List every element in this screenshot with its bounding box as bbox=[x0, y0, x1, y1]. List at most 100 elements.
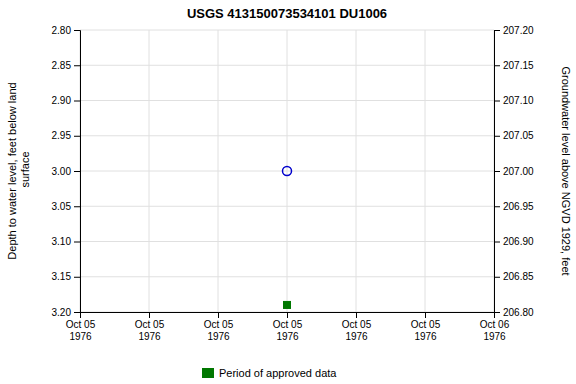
legend-item: Period of approved data bbox=[202, 367, 337, 379]
tick-label: 3.10 bbox=[52, 236, 72, 247]
tick-label: Oct 051976 bbox=[66, 319, 96, 342]
tick-mark bbox=[74, 206, 80, 207]
tick: 2.80 bbox=[52, 25, 80, 36]
legend-label: Period of approved data bbox=[219, 367, 337, 379]
tick-label: 207.10 bbox=[503, 95, 534, 106]
tick-label-line: Oct 05 bbox=[204, 319, 234, 330]
tick-label-line: Oct 05 bbox=[411, 319, 441, 330]
tick-label-line: Oct 05 bbox=[66, 319, 96, 330]
tick: 207.15 bbox=[494, 60, 534, 71]
tick-mark bbox=[74, 312, 80, 313]
tick-label-line: 1976 bbox=[138, 331, 161, 342]
tick: 206.85 bbox=[494, 271, 534, 282]
tick-mark bbox=[74, 277, 80, 278]
tick-label: 206.85 bbox=[503, 271, 534, 282]
tick: 2.85 bbox=[52, 60, 80, 71]
tick: 3.05 bbox=[52, 201, 80, 212]
tick-mark bbox=[494, 277, 500, 278]
tick: Oct 051976 bbox=[135, 312, 165, 342]
plot-area: 2.80 2.85 2.90 2.95 3.00 3.05 3.10 3.15 3.20 206.… bbox=[52, 25, 534, 342]
tick-label: 2.80 bbox=[52, 25, 72, 36]
tick: 207.20 bbox=[494, 25, 534, 36]
series bbox=[284, 301, 291, 308]
legend-swatch bbox=[202, 368, 214, 378]
tick-mark bbox=[74, 65, 80, 66]
grid bbox=[80, 30, 494, 312]
tick-label: 2.95 bbox=[52, 130, 72, 141]
tick: Oct 051976 bbox=[273, 312, 303, 342]
tick-mark bbox=[287, 312, 288, 318]
tick-label: 2.90 bbox=[52, 95, 72, 106]
grid-line-x bbox=[425, 30, 426, 312]
tick-label: Oct 051976 bbox=[204, 319, 234, 342]
tick-label-line: 1976 bbox=[207, 331, 230, 342]
tick: 3.10 bbox=[52, 236, 80, 247]
tick-mark bbox=[74, 242, 80, 243]
axis-label-line: Depth to water level, feet below land bbox=[6, 82, 18, 259]
grid-line-x bbox=[149, 30, 150, 312]
title: USGS 413150073534101 DU1006 bbox=[187, 6, 387, 21]
tick: 2.90 bbox=[52, 95, 80, 106]
tick: Oct 051976 bbox=[204, 312, 234, 342]
tick-label: 206.90 bbox=[503, 236, 534, 247]
tick-label-line: Oct 06 bbox=[480, 319, 510, 330]
tick-mark bbox=[494, 101, 500, 102]
tick: 3.15 bbox=[52, 271, 80, 282]
tick-label: 3.20 bbox=[52, 307, 72, 318]
tick: 206.95 bbox=[494, 201, 534, 212]
y-axis: 2.80 2.85 2.90 2.95 3.00 3.05 3.10 3.15 3.20 bbox=[52, 25, 81, 318]
tick-mark bbox=[218, 312, 219, 318]
tick-label-line: 1976 bbox=[414, 331, 437, 342]
marks bbox=[283, 167, 292, 309]
tick-mark bbox=[74, 101, 80, 102]
axis-label-line: surface bbox=[19, 151, 31, 190]
axis-line bbox=[74, 31, 81, 313]
grid-line-x bbox=[287, 30, 288, 312]
tick: Oct 051976 bbox=[66, 312, 96, 342]
tick-mark bbox=[494, 30, 500, 31]
grid-line-x bbox=[356, 30, 357, 312]
legend: Period of approved data bbox=[202, 367, 337, 379]
point bbox=[284, 301, 291, 308]
tick-label-line: 1976 bbox=[69, 331, 92, 342]
tick-label: 207.00 bbox=[503, 166, 534, 177]
tick-label-line: 1976 bbox=[276, 331, 299, 342]
tick: 207.00 bbox=[494, 166, 534, 177]
tick: 2.95 bbox=[52, 130, 80, 141]
axis-line bbox=[495, 31, 501, 313]
tick-label-line: 1976 bbox=[345, 331, 368, 342]
tick-mark bbox=[149, 312, 150, 318]
tick-label: 207.15 bbox=[503, 60, 534, 71]
tick: Oct 061976 bbox=[480, 312, 510, 342]
tick-label-line: Oct 05 bbox=[273, 319, 303, 330]
x-axis: Oct 051976Oct 051976Oct 051976Oct 051976… bbox=[66, 312, 510, 342]
grid-line-x bbox=[218, 30, 219, 312]
tick-label: Oct 061976 bbox=[480, 319, 510, 342]
tick-mark bbox=[494, 206, 500, 207]
tick: 207.10 bbox=[494, 95, 534, 106]
point bbox=[283, 167, 292, 176]
tick-label-line: Oct 05 bbox=[342, 319, 372, 330]
tick-mark bbox=[494, 171, 500, 172]
tick-mark bbox=[494, 65, 500, 66]
tick-label: 3.05 bbox=[52, 201, 72, 212]
tick-label: 206.80 bbox=[503, 307, 534, 318]
axis-label: Groundwater level above NGVD 1929, feet bbox=[560, 66, 572, 275]
tick-label: 3.15 bbox=[52, 271, 72, 282]
tick-label: 206.95 bbox=[503, 201, 534, 212]
tick-mark bbox=[356, 312, 357, 318]
tick-mark bbox=[494, 312, 495, 318]
tick-mark bbox=[74, 30, 80, 31]
tick-label: 3.00 bbox=[52, 166, 72, 177]
tick-mark bbox=[494, 136, 500, 137]
tick-label: 207.05 bbox=[503, 130, 534, 141]
tick-label-line: 1976 bbox=[483, 331, 506, 342]
y2-axis: 206.80 206.85 206.90 206.95 207.00 207.05 207.… bbox=[494, 25, 534, 318]
chart: 2.80 2.85 2.90 2.95 3.00 3.05 3.10 3.15 3.20 206.… bbox=[0, 0, 576, 384]
axis-line bbox=[81, 313, 495, 319]
tick: 3.00 bbox=[52, 166, 80, 177]
tick-label: Oct 051976 bbox=[135, 319, 165, 342]
tick-mark bbox=[494, 242, 500, 243]
axis-label-line: Groundwater level above NGVD 1929, feet bbox=[560, 66, 572, 275]
tick-mark bbox=[74, 171, 80, 172]
